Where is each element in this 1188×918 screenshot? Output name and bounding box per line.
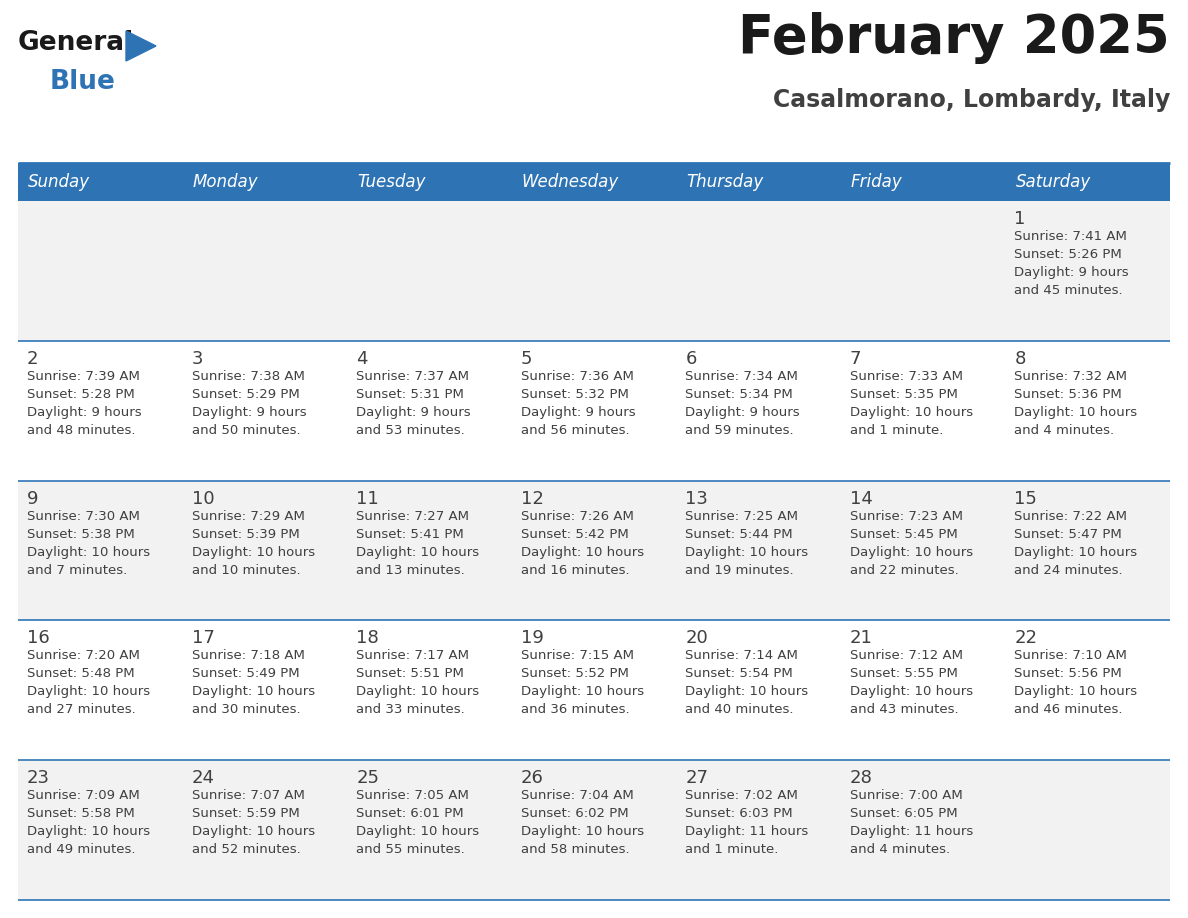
Text: 13: 13	[685, 489, 708, 508]
Text: Sunrise: 7:12 AM
Sunset: 5:55 PM
Daylight: 10 hours
and 43 minutes.: Sunrise: 7:12 AM Sunset: 5:55 PM Dayligh…	[849, 649, 973, 716]
Text: Sunrise: 7:05 AM
Sunset: 6:01 PM
Daylight: 10 hours
and 55 minutes.: Sunrise: 7:05 AM Sunset: 6:01 PM Dayligh…	[356, 789, 479, 856]
Text: Sunrise: 7:07 AM
Sunset: 5:59 PM
Daylight: 10 hours
and 52 minutes.: Sunrise: 7:07 AM Sunset: 5:59 PM Dayligh…	[191, 789, 315, 856]
Text: Blue: Blue	[50, 69, 116, 95]
Bar	[18, 621, 1170, 760]
Text: Sunrise: 7:22 AM
Sunset: 5:47 PM
Daylight: 10 hours
and 24 minutes.: Sunrise: 7:22 AM Sunset: 5:47 PM Dayligh…	[1015, 509, 1138, 577]
Text: Sunrise: 7:02 AM
Sunset: 6:03 PM
Daylight: 11 hours
and 1 minute.: Sunrise: 7:02 AM Sunset: 6:03 PM Dayligh…	[685, 789, 809, 856]
Polygon shape	[126, 31, 156, 61]
Text: Sunrise: 7:09 AM
Sunset: 5:58 PM
Daylight: 10 hours
and 49 minutes.: Sunrise: 7:09 AM Sunset: 5:58 PM Dayligh…	[27, 789, 150, 856]
Text: February 2025: February 2025	[739, 12, 1170, 64]
Text: Sunrise: 7:33 AM
Sunset: 5:35 PM
Daylight: 10 hours
and 1 minute.: Sunrise: 7:33 AM Sunset: 5:35 PM Dayligh…	[849, 370, 973, 437]
Text: General: General	[18, 30, 134, 56]
Text: Monday: Monday	[192, 173, 258, 191]
Bar	[18, 163, 1170, 201]
Text: Sunday: Sunday	[29, 173, 90, 191]
Text: 21: 21	[849, 630, 873, 647]
Bar	[18, 481, 1170, 621]
Text: Sunrise: 7:26 AM
Sunset: 5:42 PM
Daylight: 10 hours
and 16 minutes.: Sunrise: 7:26 AM Sunset: 5:42 PM Dayligh…	[520, 509, 644, 577]
Text: 27: 27	[685, 769, 708, 788]
Text: 26: 26	[520, 769, 544, 788]
Text: Sunrise: 7:38 AM
Sunset: 5:29 PM
Daylight: 9 hours
and 50 minutes.: Sunrise: 7:38 AM Sunset: 5:29 PM Dayligh…	[191, 370, 307, 437]
Text: Sunrise: 7:29 AM
Sunset: 5:39 PM
Daylight: 10 hours
and 10 minutes.: Sunrise: 7:29 AM Sunset: 5:39 PM Dayligh…	[191, 509, 315, 577]
Text: 25: 25	[356, 769, 379, 788]
Text: 10: 10	[191, 489, 214, 508]
Text: 2: 2	[27, 350, 38, 368]
Text: Sunrise: 7:25 AM
Sunset: 5:44 PM
Daylight: 10 hours
and 19 minutes.: Sunrise: 7:25 AM Sunset: 5:44 PM Dayligh…	[685, 509, 808, 577]
Text: Sunrise: 7:34 AM
Sunset: 5:34 PM
Daylight: 9 hours
and 59 minutes.: Sunrise: 7:34 AM Sunset: 5:34 PM Dayligh…	[685, 370, 800, 437]
Text: Tuesday: Tuesday	[358, 173, 425, 191]
Text: 23: 23	[27, 769, 50, 788]
Text: 9: 9	[27, 489, 38, 508]
Text: Thursday: Thursday	[687, 173, 764, 191]
Text: 6: 6	[685, 350, 696, 368]
Bar	[18, 760, 1170, 900]
Text: 3: 3	[191, 350, 203, 368]
Text: 5: 5	[520, 350, 532, 368]
Text: 11: 11	[356, 489, 379, 508]
Text: 4: 4	[356, 350, 367, 368]
Text: 14: 14	[849, 489, 873, 508]
Text: Sunrise: 7:37 AM
Sunset: 5:31 PM
Daylight: 9 hours
and 53 minutes.: Sunrise: 7:37 AM Sunset: 5:31 PM Dayligh…	[356, 370, 470, 437]
Text: Sunrise: 7:18 AM
Sunset: 5:49 PM
Daylight: 10 hours
and 30 minutes.: Sunrise: 7:18 AM Sunset: 5:49 PM Dayligh…	[191, 649, 315, 716]
Text: Friday: Friday	[851, 173, 903, 191]
Text: Casalmorano, Lombardy, Italy: Casalmorano, Lombardy, Italy	[772, 88, 1170, 112]
Bar	[18, 341, 1170, 481]
Text: Sunrise: 7:10 AM
Sunset: 5:56 PM
Daylight: 10 hours
and 46 minutes.: Sunrise: 7:10 AM Sunset: 5:56 PM Dayligh…	[1015, 649, 1138, 716]
Text: Sunrise: 7:27 AM
Sunset: 5:41 PM
Daylight: 10 hours
and 13 minutes.: Sunrise: 7:27 AM Sunset: 5:41 PM Dayligh…	[356, 509, 479, 577]
Text: Sunrise: 7:17 AM
Sunset: 5:51 PM
Daylight: 10 hours
and 33 minutes.: Sunrise: 7:17 AM Sunset: 5:51 PM Dayligh…	[356, 649, 479, 716]
Bar	[18, 201, 1170, 341]
Text: 1: 1	[1015, 210, 1025, 228]
Text: 19: 19	[520, 630, 544, 647]
Text: Sunrise: 7:30 AM
Sunset: 5:38 PM
Daylight: 10 hours
and 7 minutes.: Sunrise: 7:30 AM Sunset: 5:38 PM Dayligh…	[27, 509, 150, 577]
Text: Sunrise: 7:36 AM
Sunset: 5:32 PM
Daylight: 9 hours
and 56 minutes.: Sunrise: 7:36 AM Sunset: 5:32 PM Dayligh…	[520, 370, 636, 437]
Text: Sunrise: 7:39 AM
Sunset: 5:28 PM
Daylight: 9 hours
and 48 minutes.: Sunrise: 7:39 AM Sunset: 5:28 PM Dayligh…	[27, 370, 141, 437]
Text: Sunrise: 7:41 AM
Sunset: 5:26 PM
Daylight: 9 hours
and 45 minutes.: Sunrise: 7:41 AM Sunset: 5:26 PM Dayligh…	[1015, 230, 1129, 297]
Text: 20: 20	[685, 630, 708, 647]
Text: 24: 24	[191, 769, 215, 788]
Text: 8: 8	[1015, 350, 1025, 368]
Text: Sunrise: 7:23 AM
Sunset: 5:45 PM
Daylight: 10 hours
and 22 minutes.: Sunrise: 7:23 AM Sunset: 5:45 PM Dayligh…	[849, 509, 973, 577]
Text: 7: 7	[849, 350, 861, 368]
Text: Wednesday: Wednesday	[522, 173, 619, 191]
Text: Sunrise: 7:32 AM
Sunset: 5:36 PM
Daylight: 10 hours
and 4 minutes.: Sunrise: 7:32 AM Sunset: 5:36 PM Dayligh…	[1015, 370, 1138, 437]
Text: 12: 12	[520, 489, 544, 508]
Text: Saturday: Saturday	[1016, 173, 1091, 191]
Text: Sunrise: 7:04 AM
Sunset: 6:02 PM
Daylight: 10 hours
and 58 minutes.: Sunrise: 7:04 AM Sunset: 6:02 PM Dayligh…	[520, 789, 644, 856]
Text: Sunrise: 7:00 AM
Sunset: 6:05 PM
Daylight: 11 hours
and 4 minutes.: Sunrise: 7:00 AM Sunset: 6:05 PM Dayligh…	[849, 789, 973, 856]
Text: 17: 17	[191, 630, 215, 647]
Text: 18: 18	[356, 630, 379, 647]
Text: Sunrise: 7:20 AM
Sunset: 5:48 PM
Daylight: 10 hours
and 27 minutes.: Sunrise: 7:20 AM Sunset: 5:48 PM Dayligh…	[27, 649, 150, 716]
Text: 16: 16	[27, 630, 50, 647]
Text: Sunrise: 7:14 AM
Sunset: 5:54 PM
Daylight: 10 hours
and 40 minutes.: Sunrise: 7:14 AM Sunset: 5:54 PM Dayligh…	[685, 649, 808, 716]
Text: 28: 28	[849, 769, 873, 788]
Text: 22: 22	[1015, 630, 1037, 647]
Text: 15: 15	[1015, 489, 1037, 508]
Text: Sunrise: 7:15 AM
Sunset: 5:52 PM
Daylight: 10 hours
and 36 minutes.: Sunrise: 7:15 AM Sunset: 5:52 PM Dayligh…	[520, 649, 644, 716]
